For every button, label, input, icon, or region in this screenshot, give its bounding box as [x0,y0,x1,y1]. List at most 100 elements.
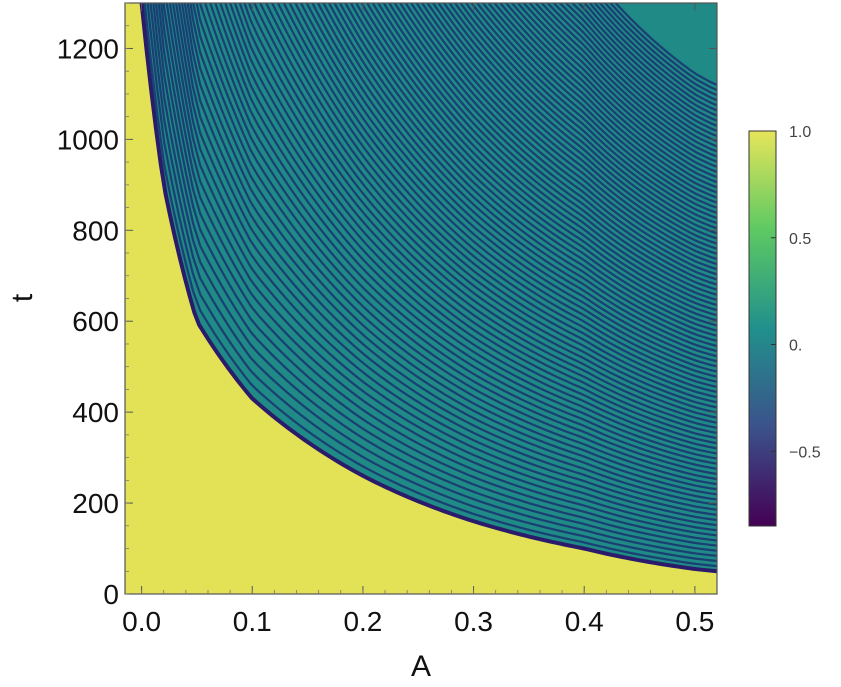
oscillation-stripe [141,3,717,527]
oscillation-stripe [141,3,717,266]
oscillation-stripes [141,3,717,568]
oscillation-stripe [141,3,717,537]
oscillation-stripe [141,3,717,251]
oscillation-stripe [141,3,717,455]
oscillation-stripe [141,3,717,153]
oscillation-stripe [141,3,717,506]
oscillation-stripe [141,3,717,563]
x-axis: 0.0 0.1 0.2 0.3 0.4 0.5 [122,3,714,637]
colorbar: 1.0 0.5 0. −0.5 [748,124,821,527]
colorbar-gradient [748,130,777,527]
oscillation-stripe [141,3,717,501]
oscillation-stripe [141,3,717,225]
oscillation-stripe [141,3,717,189]
oscillation-stripe [141,3,717,394]
oscillation-stripe [141,3,717,118]
oscillation-stripe [141,3,717,174]
oscillation-stripe [141,3,717,532]
y-axis: 0 200 400 600 800 1000 1200 [57,2,717,610]
oscillation-stripe [141,3,717,143]
oscillation-stripe [141,3,717,230]
oscillation-stripe [141,3,717,312]
oscillation-stripe [141,3,717,292]
colorbar-tick-label: 1.0 [789,124,811,141]
oscillation-stripe [141,3,717,97]
oscillation-stripe [141,3,717,179]
oscillation-stripe [141,3,717,235]
x-axis-label: A [411,650,431,683]
oscillation-stripe [141,3,717,511]
boundary-curve [139,3,717,574]
y-tick-label: 200 [72,488,119,519]
y-tick-label: 1200 [57,33,119,64]
oscillation-stripe [141,3,717,542]
oscillation-stripe [141,3,717,205]
oscillation-stripe [141,3,717,471]
oscillation-stripe [141,3,717,517]
colorbar-ticks: 1.0 0.5 0. −0.5 [771,124,821,461]
oscillation-stripe [141,3,717,138]
oscillation-stripe [141,3,717,419]
oscillation-stripe [141,3,717,522]
oscillation-stripe [141,3,717,281]
oscillation-stripe [141,3,717,184]
oscillation-stripe [141,3,717,368]
oscillation-stripe [141,3,717,384]
oscillation-stripe [141,3,717,199]
oscillation-stripe [141,3,717,261]
oscillation-stripe [141,3,717,159]
oscillation-stripe [141,3,717,491]
oscillation-stripe [141,3,717,327]
colorbar-tick-label: −0.5 [789,444,821,461]
oscillation-stripe [141,3,717,348]
oscillation-stripe [141,3,717,363]
oscillation-stripe [141,3,717,389]
oscillation-stripe [141,3,717,445]
x-tick-label: 0.4 [565,606,604,637]
x-tick-label: 0.0 [122,606,161,637]
oscillation-stripe [141,3,717,353]
oscillation-stripe [141,3,717,102]
oscillation-stripe [141,3,717,220]
oscillation-stripe [141,3,717,460]
x-tick-label: 0.3 [454,606,493,637]
oscillation-stripe [141,3,717,240]
x-tick-label: 0.5 [675,606,714,637]
oscillation-stripe [141,3,717,332]
oscillation-region [141,3,717,572]
oscillation-stripe [141,3,717,164]
oscillation-stripe [141,3,717,276]
oscillation-stripe [141,3,717,133]
oscillation-stripe [141,3,717,568]
oscillation-stripe [141,3,717,194]
oscillation-stripe [141,3,717,465]
oscillation-stripe [141,3,717,547]
plot-area [124,2,718,595]
oscillation-stripe [141,3,717,450]
oscillation-stripe [141,3,717,148]
oscillation-stripe [141,3,717,302]
oscillation-stripe [141,3,717,322]
x-tick-label: 0.1 [233,606,272,637]
oscillation-stripe [141,3,717,343]
y-tick-label: 400 [72,397,119,428]
oscillation-stripe [141,3,717,409]
oscillation-stripe [141,3,717,476]
oscillation-stripe [141,3,717,215]
x-tick-label: 0.2 [343,606,382,637]
oscillation-stripe [141,3,717,256]
oscillation-stripe [141,3,717,286]
oscillation-stripe [141,3,717,169]
oscillation-stripe [141,3,717,404]
oscillation-stripe [141,3,717,92]
oscillation-stripe [141,3,717,425]
oscillation-stripe [141,3,717,87]
y-tick-label: 1000 [57,124,119,155]
oscillation-stripe [141,3,717,496]
oscillation-stripe [141,3,717,481]
oscillation-stripe [141,3,717,552]
oscillation-stripe [141,3,717,317]
oscillation-stripe [141,3,717,399]
oscillation-stripe [141,3,717,128]
